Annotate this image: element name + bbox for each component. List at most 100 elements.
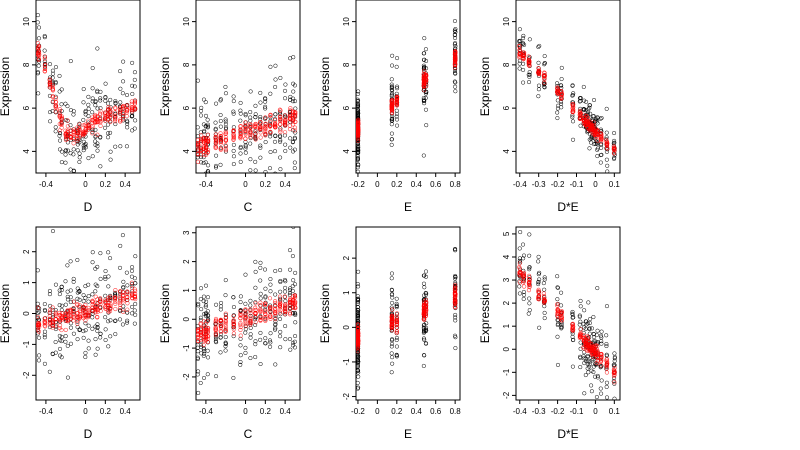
y-tick-label: 2 — [22, 249, 31, 254]
observed-point — [68, 295, 73, 300]
observed-point — [132, 70, 137, 75]
fitted-point — [201, 152, 207, 158]
observed-point — [421, 281, 427, 286]
observed-point — [37, 309, 42, 314]
fitted-point — [282, 294, 287, 299]
observed-point — [118, 100, 123, 105]
fitted-point — [541, 300, 547, 306]
fitted-point — [248, 308, 253, 313]
observed-point — [278, 312, 283, 317]
fitted-point — [288, 297, 293, 302]
observed-point — [356, 141, 361, 146]
x-axis-label: E — [404, 427, 412, 441]
observed-point — [612, 363, 617, 368]
fitted-point — [205, 327, 210, 333]
fitted-point — [223, 315, 229, 320]
fitted-point — [267, 296, 273, 301]
fitted-point — [283, 113, 288, 118]
fitted-point — [120, 297, 126, 302]
fitted-point — [213, 321, 218, 326]
observed-point — [36, 63, 41, 68]
observed-point — [224, 174, 228, 178]
observed-point — [292, 166, 297, 171]
fitted-point — [394, 98, 400, 104]
fitted-point — [196, 327, 201, 332]
observed-point — [521, 256, 526, 261]
fitted-point — [90, 305, 95, 310]
fitted-point — [282, 306, 288, 312]
observed-point — [205, 372, 210, 377]
observed-point — [63, 148, 68, 153]
observed-point — [90, 315, 95, 320]
observed-point — [586, 300, 591, 305]
fitted-point — [50, 305, 55, 310]
observed-point — [452, 18, 457, 24]
observed-point — [595, 375, 600, 380]
fitted-point — [90, 298, 95, 303]
observed-point — [536, 83, 542, 88]
observed-point — [394, 114, 399, 119]
observed-point — [36, 25, 42, 30]
fitted-point — [287, 126, 293, 132]
observed-point — [214, 101, 219, 106]
fitted-point — [522, 274, 527, 279]
observed-point — [453, 346, 458, 351]
observed-point — [262, 267, 268, 272]
observed-point — [133, 301, 138, 307]
fitted-point — [582, 338, 587, 343]
observed-point — [36, 20, 40, 25]
fitted-point — [452, 282, 458, 288]
fitted-point — [291, 110, 296, 115]
observed-point — [238, 336, 243, 341]
observed-point — [390, 361, 395, 366]
observed-point — [231, 142, 236, 147]
fitted-point — [268, 130, 273, 135]
fitted-point — [42, 54, 47, 59]
observed-point — [389, 97, 394, 102]
observed-point — [555, 334, 560, 339]
x-tick-label: 0.2 — [391, 180, 403, 189]
fitted-point — [243, 123, 248, 128]
observed-point — [248, 303, 253, 308]
observed-point — [283, 142, 288, 147]
fitted-point — [593, 132, 598, 137]
observed-point — [69, 172, 73, 173]
observed-point — [585, 110, 591, 115]
observed-point — [278, 279, 283, 284]
x-tick-label: 0 — [243, 180, 248, 189]
fitted-point — [248, 134, 253, 140]
y-tick-label: 4 — [502, 149, 511, 154]
fitted-point — [421, 312, 427, 318]
fitted-point — [218, 135, 223, 140]
observed-point — [223, 91, 228, 96]
observed-point — [86, 282, 91, 287]
observed-point — [612, 396, 617, 400]
fitted-point — [273, 316, 278, 322]
observed-point — [283, 337, 288, 342]
x-tick-label: -0.2 — [551, 180, 565, 189]
fitted-point — [394, 96, 400, 101]
fitted-point — [248, 132, 253, 137]
observed-point — [206, 317, 211, 322]
fitted-point — [555, 307, 560, 312]
observed-point — [593, 339, 598, 344]
observed-point — [356, 364, 360, 369]
fitted-point — [527, 285, 532, 290]
fitted-point — [292, 128, 297, 133]
observed-point — [527, 301, 532, 306]
fitted-point — [293, 111, 298, 116]
observed-point — [121, 285, 126, 290]
fitted-point — [238, 333, 243, 338]
fitted-point — [268, 112, 273, 117]
fitted-point — [106, 107, 111, 112]
observed-point — [130, 83, 135, 88]
observed-point — [196, 303, 201, 308]
y-tick-label: 4 — [22, 149, 31, 154]
fitted-point — [542, 74, 547, 79]
observed-point — [243, 330, 248, 335]
observed-point — [214, 153, 219, 158]
observed-point — [113, 144, 118, 149]
observed-point — [278, 167, 283, 172]
fitted-point — [526, 54, 531, 59]
observed-point — [452, 333, 458, 338]
